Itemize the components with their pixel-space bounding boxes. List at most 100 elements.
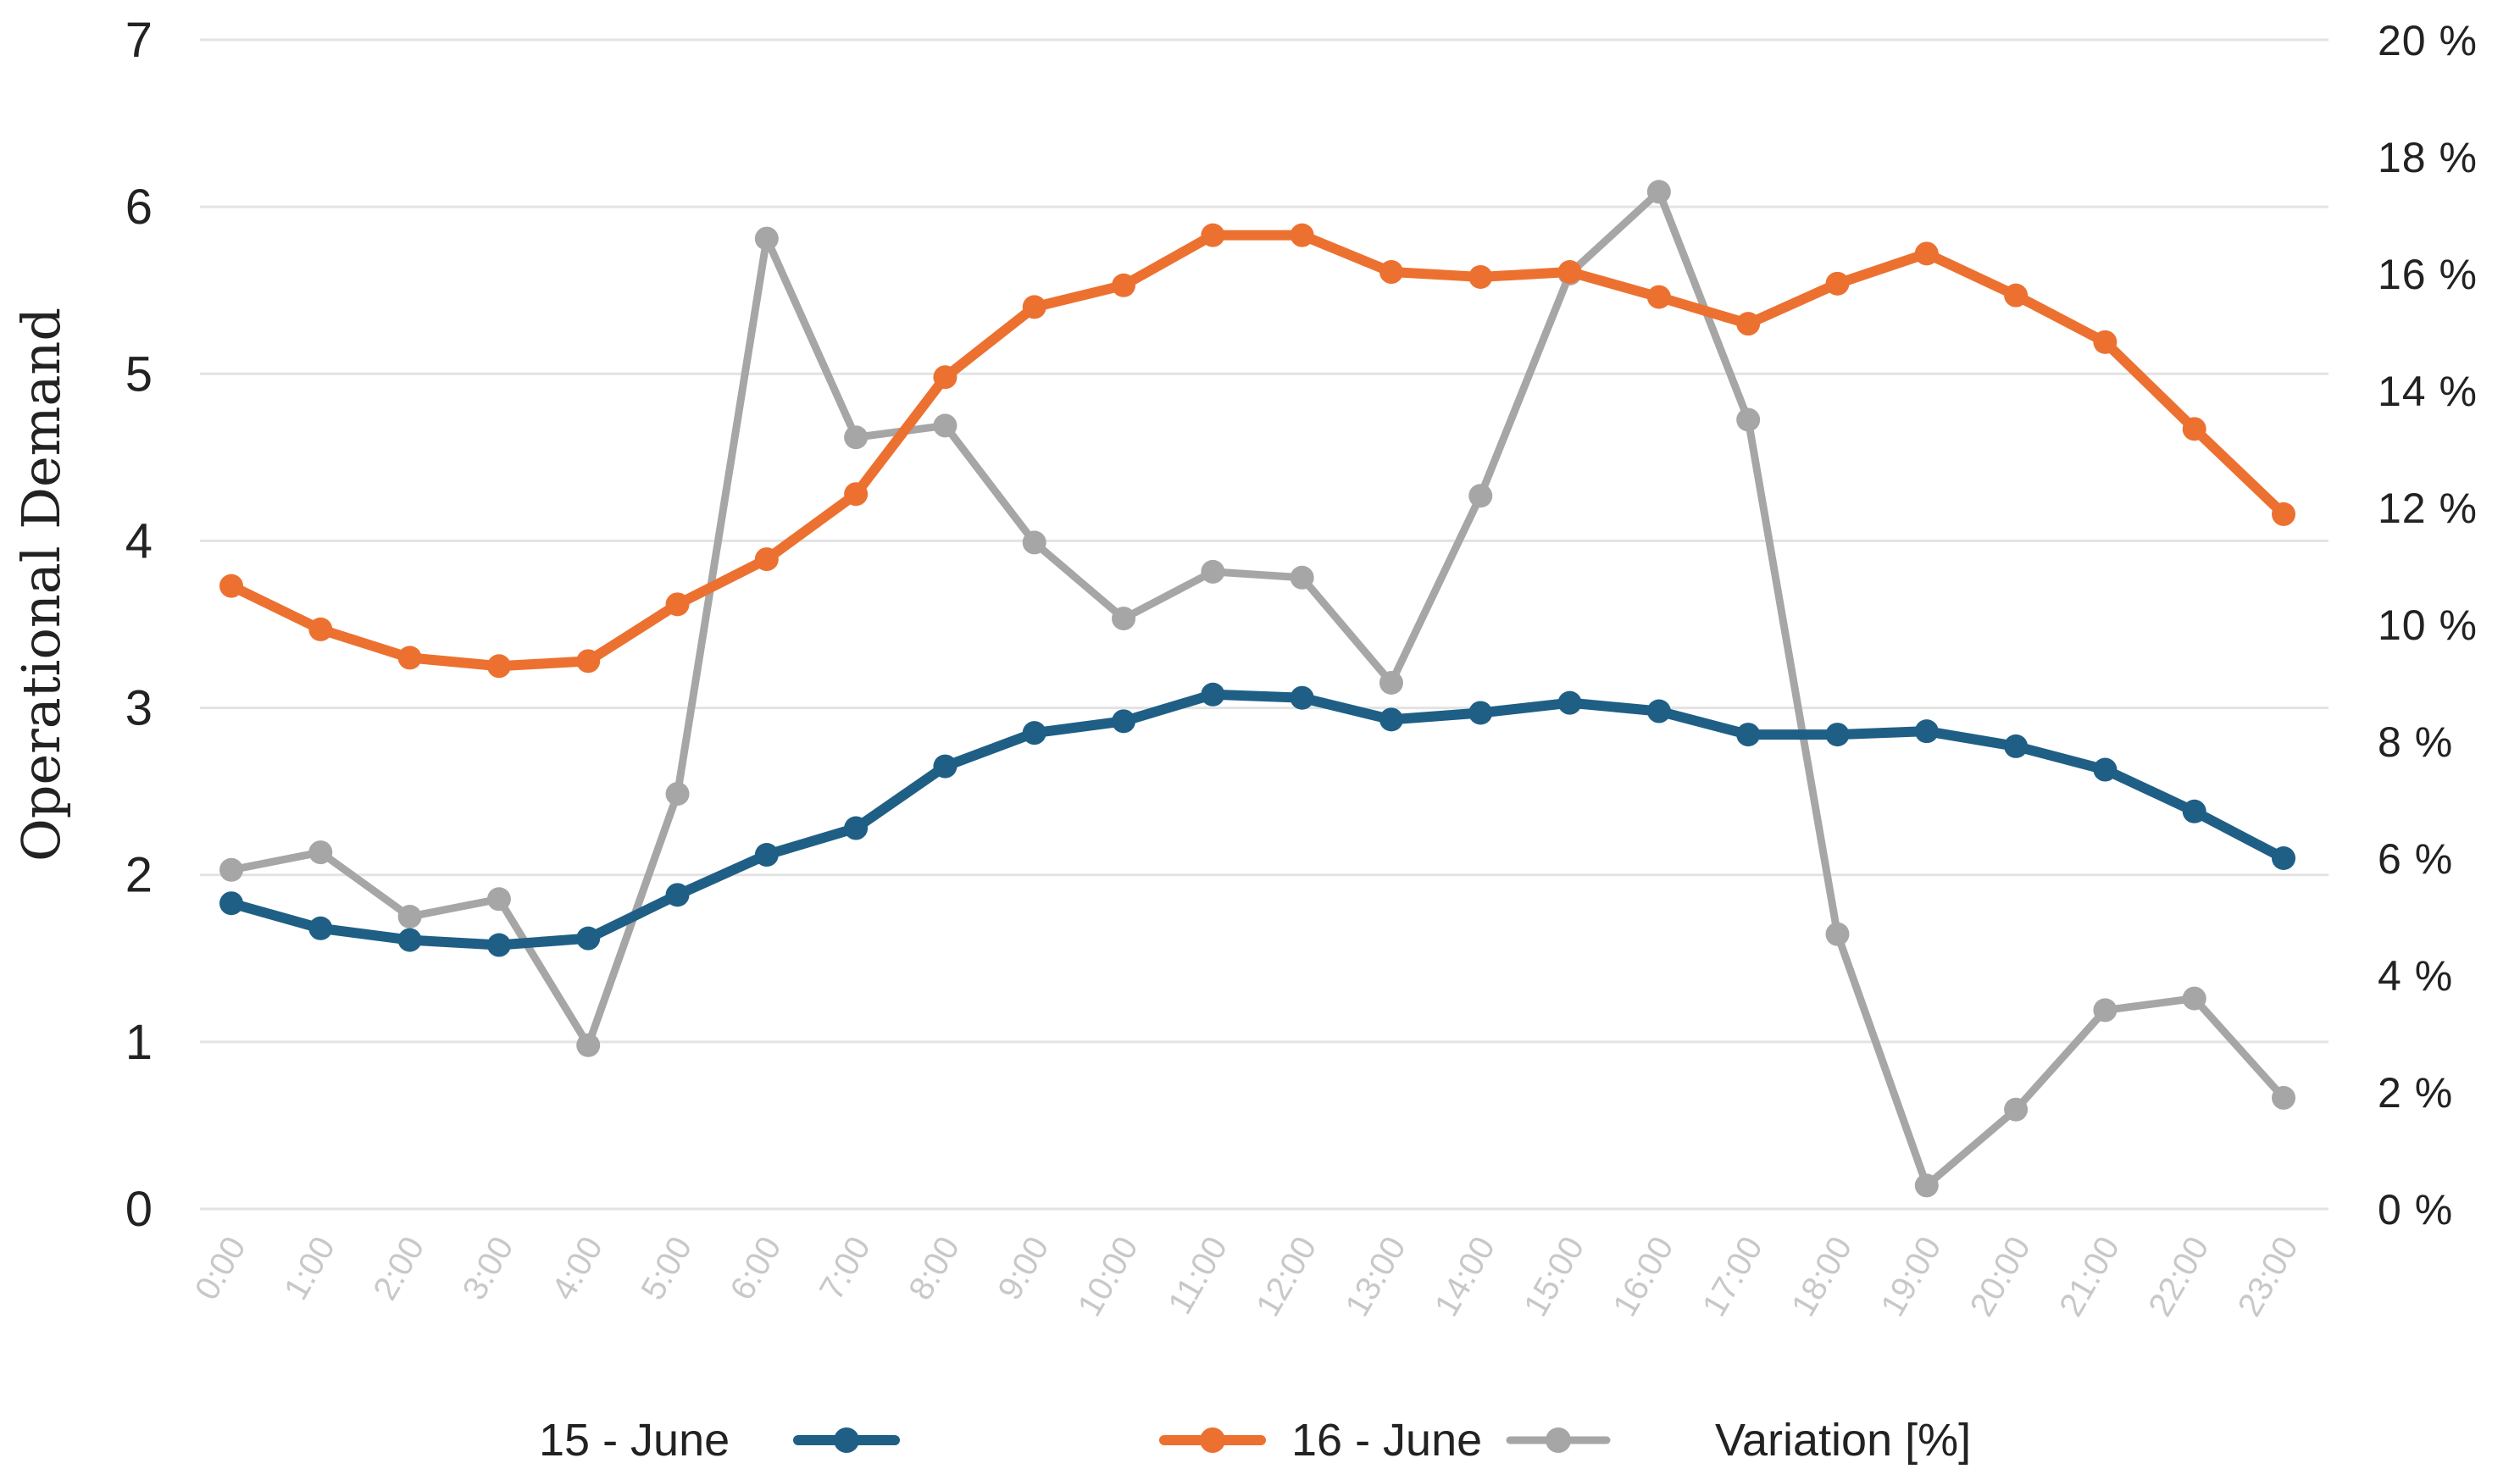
data-point [2182,417,2206,441]
y2-tick-label: 2 % [2378,1069,2453,1117]
y-tick-label: 6 [125,180,153,235]
series-0 [219,682,2295,957]
series-2 [219,180,2295,1198]
data-point [2004,1097,2029,1122]
legend: 15 - June 16 - June Variation [%] [539,1415,1971,1466]
y-tick-label: 4 [125,513,153,568]
data-point [1914,1173,1939,1198]
data-point [2272,502,2295,526]
data-point [1825,271,1850,296]
y2-tick-label: 8 % [2378,718,2453,766]
legend-label: 16 - June [1291,1415,1482,1466]
data-point [754,226,779,251]
x-tick-label: 4:00 [545,1231,610,1306]
x-tick-label: 11:00 [1161,1231,1235,1321]
y2-tick-label: 6 % [2378,835,2453,883]
data-point [1112,709,1136,734]
data-point [2272,846,2295,870]
data-point [397,646,422,670]
data-point [933,365,957,390]
data-point [2004,734,2029,758]
data-point [576,649,601,673]
data-point [576,926,601,951]
x-tick-label: 1:00 [277,1231,342,1306]
data-point [754,843,779,867]
data-point [2182,986,2206,1011]
data-point [2004,283,2029,308]
data-point [844,482,869,507]
x-tick-label: 22:00 [2141,1231,2216,1323]
data-point [1646,180,1671,204]
y2-tick-label: 14 % [2378,368,2478,415]
x-tick-label: 16:00 [1607,1231,1681,1323]
x-tick-label: 20:00 [1963,1231,2038,1323]
data-point [397,905,422,928]
data-point [1201,559,1225,584]
x-tick-label: 21:00 [2052,1231,2127,1323]
data-point [1290,685,1314,710]
data-point [1290,565,1314,590]
y2-tick-label: 12 % [2378,485,2478,532]
series-line [227,187,2288,1189]
data-point [1646,285,1671,309]
data-point [1736,723,1761,747]
data-point [1379,260,1403,285]
data-point [1201,682,1225,707]
data-point [1379,707,1403,732]
legend-label: Variation [%] [1715,1415,1971,1466]
x-tick-label: 12:00 [1249,1231,1324,1323]
series-1 [219,223,2295,679]
data-point [754,547,779,572]
y2-tick-label: 16 % [2378,251,2478,298]
y-tick-label: 3 [125,681,153,736]
x-axis-ticks: 0:00 1:00 2:00 3:00 4:00 5:00 6:00 7:00 8:00 9:00… [188,1231,2306,1323]
data-point [665,782,690,807]
data-point [219,857,243,882]
y2-tick-label: 10 % [2378,601,2478,649]
x-tick-label: 18:00 [1785,1231,1859,1323]
y-tick-label: 0 [125,1182,153,1237]
data-point [2272,1085,2295,1110]
data-point [397,928,422,952]
data-point [2093,757,2118,782]
legend-item: 16 - June [1159,1415,1482,1466]
data-point [1825,723,1850,747]
x-tick-label: 9:00 [991,1231,1056,1306]
x-tick-label: 3:00 [456,1231,521,1306]
data-point [308,617,333,641]
data-point [1825,922,1850,946]
x-tick-label: 23:00 [2231,1231,2306,1323]
series-line [226,230,2289,672]
legend-swatch-marker [1546,1427,1571,1453]
x-tick-label: 0:00 [188,1231,253,1306]
x-tick-label: 15:00 [1517,1231,1591,1323]
data-point [1022,295,1046,319]
x-tick-label: 8:00 [902,1231,967,1306]
x-tick-label: 5:00 [634,1231,699,1306]
left-axis-ticks: 0 1 2 3 4 5 6 7 [125,13,153,1237]
data-point [844,425,869,450]
data-point [1557,690,1582,715]
y-axis-title: Operational Demand [10,308,72,862]
x-tick-label: 7:00 [813,1231,878,1306]
data-point [1468,264,1493,289]
data-point [1112,607,1136,631]
x-tick-label: 19:00 [1873,1231,1948,1323]
x-tick-label: 6:00 [724,1231,789,1306]
data-point [665,883,690,907]
series-line [226,689,2289,951]
x-tick-label: 17:00 [1696,1231,1770,1323]
data-point [1736,312,1761,336]
data-point [219,891,243,916]
y-tick-label: 1 [125,1015,153,1070]
legend-item: Variation [%] [1506,1415,1971,1466]
series-lines [219,180,2295,1198]
data-point [1736,407,1761,432]
right-axis-ticks: 0 % 2 % 4 % 6 % 8 % 10 % 12 % 14 % 16 % 18 % 20 % [2378,17,2478,1233]
x-tick-label: 14:00 [1428,1231,1502,1323]
legend-item: 15 - June [539,1415,900,1466]
data-point [576,1033,601,1057]
data-point [2093,330,2118,354]
